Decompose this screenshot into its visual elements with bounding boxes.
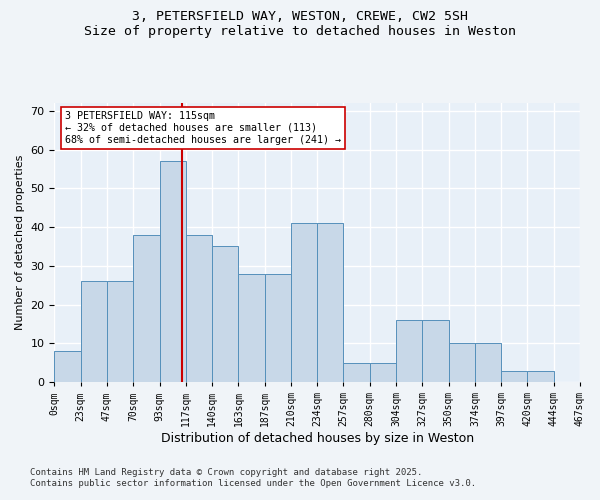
Text: 3 PETERSFIELD WAY: 115sqm
← 32% of detached houses are smaller (113)
68% of semi: 3 PETERSFIELD WAY: 115sqm ← 32% of detac… (65, 112, 341, 144)
Bar (265, 274, 291, 382)
Bar (238, 274, 265, 382)
X-axis label: Distribution of detached houses by size in Weston: Distribution of detached houses by size … (161, 432, 474, 445)
Bar (55, 351, 80, 382)
Bar (343, 363, 370, 382)
Bar (133, 235, 160, 382)
Bar (396, 320, 422, 382)
Bar (291, 223, 317, 382)
Bar (186, 235, 212, 382)
Bar (160, 161, 186, 382)
Text: Contains HM Land Registry data © Crown copyright and database right 2025.
Contai: Contains HM Land Registry data © Crown c… (30, 468, 476, 487)
Bar (475, 344, 501, 382)
Bar (212, 246, 238, 382)
Bar (501, 370, 527, 382)
Text: 3, PETERSFIELD WAY, WESTON, CREWE, CW2 5SH
Size of property relative to detached: 3, PETERSFIELD WAY, WESTON, CREWE, CW2 5… (84, 10, 516, 38)
Bar (317, 223, 343, 382)
Bar (449, 344, 475, 382)
Bar (422, 320, 449, 382)
Bar (527, 370, 554, 382)
Bar (80, 282, 107, 382)
Bar (370, 363, 396, 382)
Bar (107, 282, 133, 382)
Y-axis label: Number of detached properties: Number of detached properties (15, 155, 25, 330)
